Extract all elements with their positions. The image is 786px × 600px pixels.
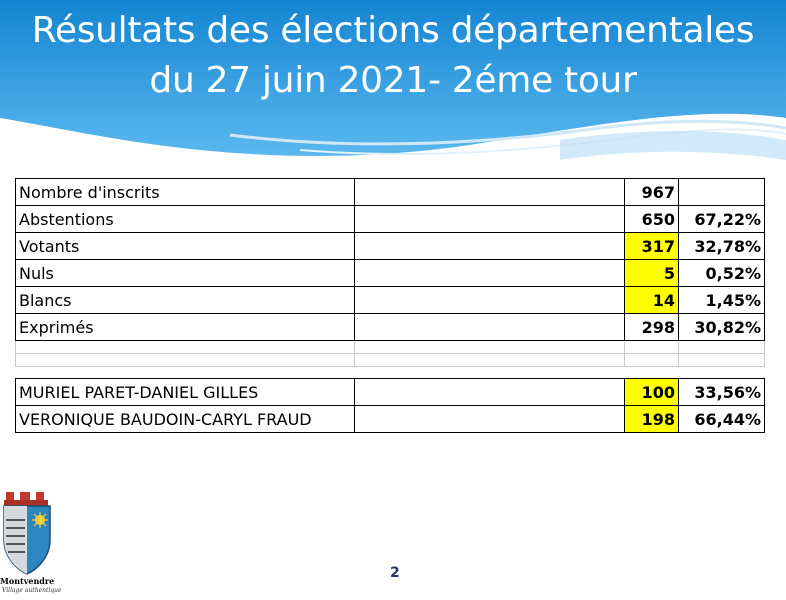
logo-name: Montvendre	[0, 576, 55, 586]
empty-cell	[624, 353, 679, 367]
table-row: Nombre d'inscrits 967	[15, 178, 765, 206]
page-title: Résultats des élections départementales …	[0, 6, 786, 106]
row-label: Abstentions	[15, 205, 355, 233]
row-value: 14	[624, 286, 679, 314]
empty-cell	[15, 353, 355, 367]
row-percent	[678, 178, 765, 206]
empty-cell	[15, 366, 765, 379]
row-percent: 32,78%	[678, 232, 765, 260]
row-percent: 1,45%	[678, 286, 765, 314]
row-label: Exprimés	[15, 313, 355, 341]
spacer-row	[15, 340, 765, 354]
header-banner: Résultats des élections départementales …	[0, 0, 786, 180]
row-label: VERONIQUE BAUDOIN-CARYL FRAUD	[15, 405, 355, 433]
spacer-row	[15, 353, 765, 367]
empty-cell	[15, 340, 355, 354]
row-percent: 30,82%	[678, 313, 765, 341]
gap-row	[15, 366, 765, 379]
logo-tagline: Village authentique	[2, 587, 62, 594]
table-row: Exprimés 298 30,82%	[15, 313, 765, 341]
row-percent: 66,44%	[678, 405, 765, 433]
row-label: Blancs	[15, 286, 355, 314]
row-label: Nombre d'inscrits	[15, 178, 355, 206]
row-value: 650	[624, 205, 679, 233]
row-percent: 67,22%	[678, 205, 765, 233]
results-table: Nombre d'inscrits 967 Abstentions 650 67,22%…	[15, 178, 765, 433]
table-row: Blancs 14 1,45%	[15, 286, 765, 314]
empty-cell	[678, 340, 765, 354]
title-line-1: Résultats des élections départementales	[31, 10, 755, 51]
coat-of-arms-icon	[0, 490, 60, 598]
empty-cell	[354, 405, 625, 433]
empty-cell	[678, 353, 765, 367]
empty-cell	[354, 378, 625, 406]
empty-cell	[354, 313, 625, 341]
row-percent: 0,52%	[678, 259, 765, 287]
empty-cell	[354, 178, 625, 206]
row-label: Nuls	[15, 259, 355, 287]
table-row: Abstentions 650 67,22%	[15, 205, 765, 233]
row-value: 298	[624, 313, 679, 341]
table-row: MURIEL PARET-DANIEL GILLES 100 33,56%	[15, 378, 765, 406]
row-label: Votants	[15, 232, 355, 260]
empty-cell	[354, 353, 625, 367]
table-row: Nuls 5 0,52%	[15, 259, 765, 287]
table-row: VERONIQUE BAUDOIN-CARYL FRAUD 198 66,44%	[15, 405, 765, 433]
row-value: 198	[624, 405, 679, 433]
row-value: 967	[624, 178, 679, 206]
title-line-2: du 27 juin 2021- 2éme tour	[149, 60, 637, 101]
empty-cell	[624, 340, 679, 354]
empty-cell	[354, 259, 625, 287]
row-value: 317	[624, 232, 679, 260]
empty-cell	[354, 232, 625, 260]
row-label: MURIEL PARET-DANIEL GILLES	[15, 378, 355, 406]
empty-cell	[354, 340, 625, 354]
table-row: Votants 317 32,78%	[15, 232, 765, 260]
header-background	[0, 0, 786, 180]
empty-cell	[354, 205, 625, 233]
page-number: 2	[390, 565, 400, 581]
row-value: 5	[624, 259, 679, 287]
empty-cell	[354, 286, 625, 314]
row-percent: 33,56%	[678, 378, 765, 406]
row-value: 100	[624, 378, 679, 406]
